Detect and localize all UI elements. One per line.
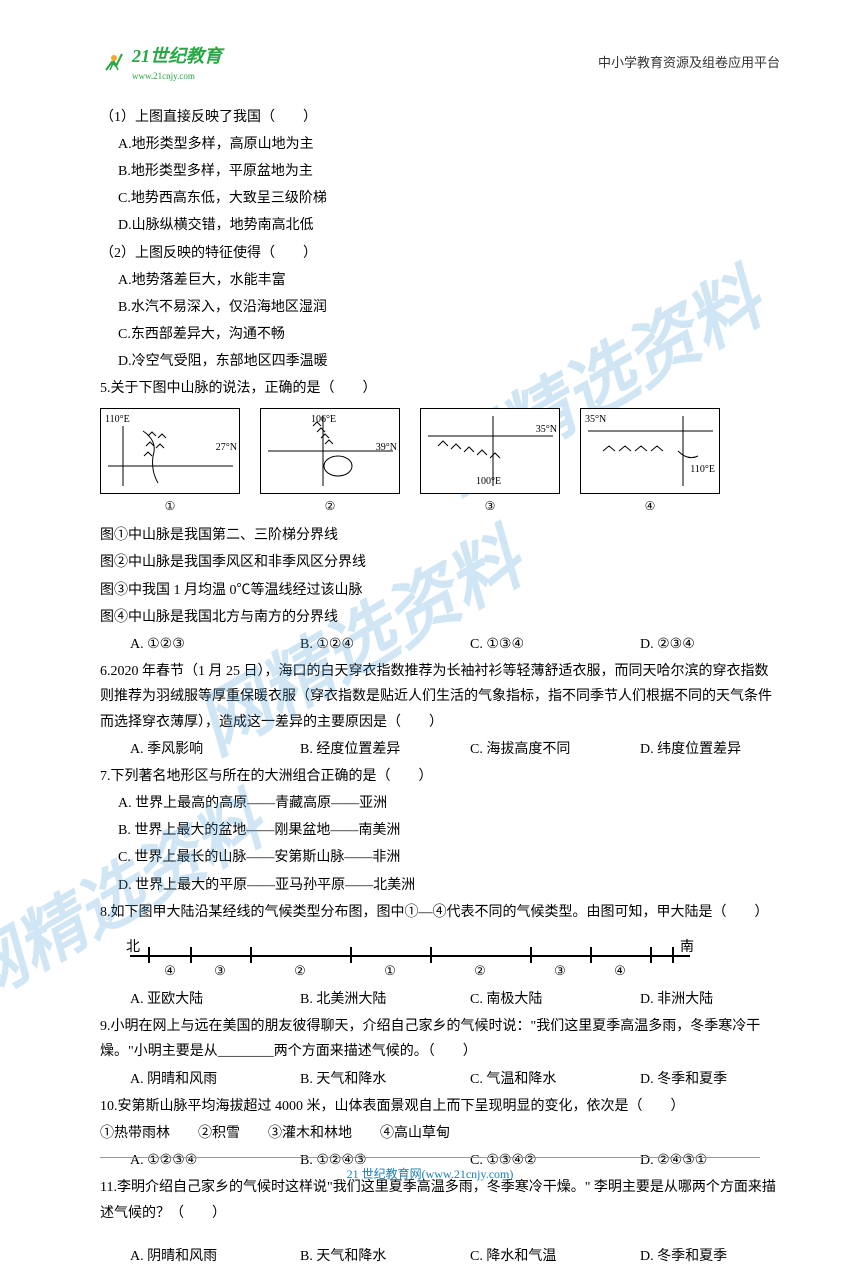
q9-opt-c: C. 气温和降水: [440, 1067, 610, 1092]
q6-stem: 6.2020 年春节（1 月 25 日），海口的白天穿衣指数推荐为长袖衬衫等轻薄…: [100, 659, 780, 735]
q7-opt-c: C. 世界上最长的山脉——安第斯山脉——非洲: [100, 845, 780, 870]
q8-opt-a: A. 亚欧大陆: [100, 987, 270, 1012]
q5-map-2: 106°E 39°N ②: [260, 408, 400, 518]
map1-label-top: 110°E: [105, 411, 130, 429]
q5-line4: 图④中山脉是我国北方与南方的分界线: [100, 605, 780, 630]
q5-stem: 5.关于下图中山脉的说法，正确的是（ ）: [100, 376, 780, 401]
q7-opt-a: A. 世界上最高的高原——青藏高原——亚洲: [100, 791, 780, 816]
q4-1-opt-d: D.山脉纵横交错，地势南高北低: [100, 213, 780, 238]
q9-opt-a: A. 阴晴和风雨: [100, 1067, 270, 1092]
q8-axis-lbl-4: ②: [474, 959, 486, 982]
q8-options: A. 亚欧大陆 B. 北美洲大陆 C. 南极大陆 D. 非洲大陆: [100, 987, 780, 1012]
q4-1-opt-c: C.地势西高东低，大致呈三级阶梯: [100, 186, 780, 211]
q8-axis-lbl-2: ②: [294, 959, 306, 982]
map3-label-side: 35°N: [536, 421, 557, 439]
q11-opt-a: A. 阴晴和风雨: [100, 1244, 270, 1269]
map3-num: ③: [420, 496, 560, 518]
q6-opt-c: C. 海拔高度不同: [440, 737, 610, 762]
axis-line-icon: [130, 955, 690, 957]
q5-map-1: 110°E 27°N ①: [100, 408, 240, 518]
q4-2-opt-c: C.东西部差异大，沟通不畅: [100, 322, 780, 347]
q6-options: A. 季风影响 B. 经度位置差异 C. 海拔高度不同 D. 纬度位置差异: [100, 737, 780, 762]
q9-opt-b: B. 天气和降水: [270, 1067, 440, 1092]
q8-axis-diagram: 北 南 ④ ③ ② ① ② ③ ④: [130, 935, 690, 979]
map4-num: ④: [580, 496, 720, 518]
logo: 21世纪教育 www.21cnjy.com: [100, 40, 222, 85]
q7-stem: 7.下列著名地形区与所在的大洲组合正确的是（ ）: [100, 764, 780, 789]
q8-axis-lbl-5: ③: [554, 959, 566, 982]
q8-opt-b: B. 北美洲大陆: [270, 987, 440, 1012]
q5-map-3: 35°N 100°E ③: [420, 408, 560, 518]
q4-1-stem: （1）上图直接反映了我国（ ）: [100, 105, 780, 130]
q6-opt-d: D. 纬度位置差异: [610, 737, 780, 762]
logo-runner-icon: [100, 48, 128, 76]
q6-opt-b: B. 经度位置差异: [270, 737, 440, 762]
logo-text-block: 21世纪教育 www.21cnjy.com: [132, 40, 222, 85]
q7-opt-b: B. 世界上最大的盆地——刚果盆地——南美洲: [100, 818, 780, 843]
logo-text-main: 21世纪教育: [132, 46, 222, 66]
map2-label-top: 106°E: [311, 411, 336, 429]
q5-line1: 图①中山脉是我国第二、三阶梯分界线: [100, 523, 780, 548]
q4-2-opt-a: A.地势落差巨大，水能丰富: [100, 268, 780, 293]
q7-opt-d: D. 世界上最大的平原——亚马孙平原——北美洲: [100, 873, 780, 898]
map1-label-side: 27°N: [216, 439, 237, 457]
q10-items: ①热带雨林 ②积雪 ③灌木和林地 ④高山草甸: [100, 1121, 780, 1146]
map1-num: ①: [100, 496, 240, 518]
q5-line2: 图②中山脉是我国季风区和非季风区分界线: [100, 550, 780, 575]
q9-opt-d: D. 冬季和夏季: [610, 1067, 780, 1092]
q8-axis-lbl-0: ④: [164, 959, 176, 982]
q10-stem: 10.安第斯山脉平均海拔超过 4000 米，山体表面景观自上而下呈现明显的变化，…: [100, 1094, 780, 1119]
q5-opt-a: A. ①②③: [100, 632, 270, 657]
q8-opt-c: C. 南极大陆: [440, 987, 610, 1012]
map2-label-side: 39°N: [376, 439, 397, 457]
q4-1-opt-a: A.地形类型多样，高原山地为主: [100, 132, 780, 157]
q4-2-opt-b: B.水汽不易深入，仅沿海地区湿润: [100, 295, 780, 320]
q5-options: A. ①②③ B. ①②④ C. ①③④ D. ②③④: [100, 632, 780, 657]
q9-stem: 9.小明在网上与远在美国的朋友彼得聊天，介绍自己家乡的气候时说："我们这里夏季高…: [100, 1014, 780, 1064]
map3-label-side2: 100°E: [476, 473, 501, 491]
q8-axis-lbl-6: ④: [614, 959, 626, 982]
content: （1）上图直接反映了我国（ ） A.地形类型多样，高原山地为主 B.地形类型多样…: [100, 105, 780, 1269]
q8-opt-d: D. 非洲大陆: [610, 987, 780, 1012]
map2-num: ②: [260, 496, 400, 518]
q5-opt-b: B. ①②④: [270, 632, 440, 657]
page-footer: 21 世纪教育网(www.21cnjy.com): [100, 1157, 760, 1186]
q11-opt-d: D. 冬季和夏季: [610, 1244, 780, 1269]
q5-maps-row: 110°E 27°N ① 106°E 39°N ②: [100, 408, 780, 518]
q4-2-opt-d: D.冷空气受阻，东部地区四季温暖: [100, 349, 780, 374]
q8-axis-lbl-1: ③: [214, 959, 226, 982]
q8-stem: 8.如下图甲大陆沿某经线的气候类型分布图，图中①—④代表不同的气候类型。由图可知…: [100, 900, 780, 925]
q5-map-4: 35°N 110°E ④: [580, 408, 720, 518]
q11-opt-b: B. 天气和降水: [270, 1244, 440, 1269]
map4-label-top: 35°N: [585, 411, 606, 429]
logo-text-sub: www.21cnjy.com: [132, 68, 222, 84]
q5-opt-d: D. ②③④: [610, 632, 780, 657]
q5-line3: 图③中我国 1 月均温 0℃等温线经过该山脉: [100, 578, 780, 603]
q6-opt-a: A. 季风影响: [100, 737, 270, 762]
q4-2-stem: （2）上图反映的特征使得（ ）: [100, 241, 780, 266]
q5-opt-c: C. ①③④: [440, 632, 610, 657]
map4-label-side: 110°E: [690, 461, 715, 479]
q11-options: A. 阴晴和风雨 B. 天气和降水 C. 降水和气温 D. 冬季和夏季: [100, 1244, 780, 1269]
q11-opt-c: C. 降水和气温: [440, 1244, 610, 1269]
q4-1-opt-b: B.地形类型多样，平原盆地为主: [100, 159, 780, 184]
q9-options: A. 阴晴和风雨 B. 天气和降水 C. 气温和降水 D. 冬季和夏季: [100, 1067, 780, 1092]
header-right-text: 中小学教育资源及组卷应用平台: [598, 51, 780, 74]
q8-axis-lbl-3: ①: [384, 959, 396, 982]
page-header: 21世纪教育 www.21cnjy.com 中小学教育资源及组卷应用平台: [100, 40, 780, 85]
